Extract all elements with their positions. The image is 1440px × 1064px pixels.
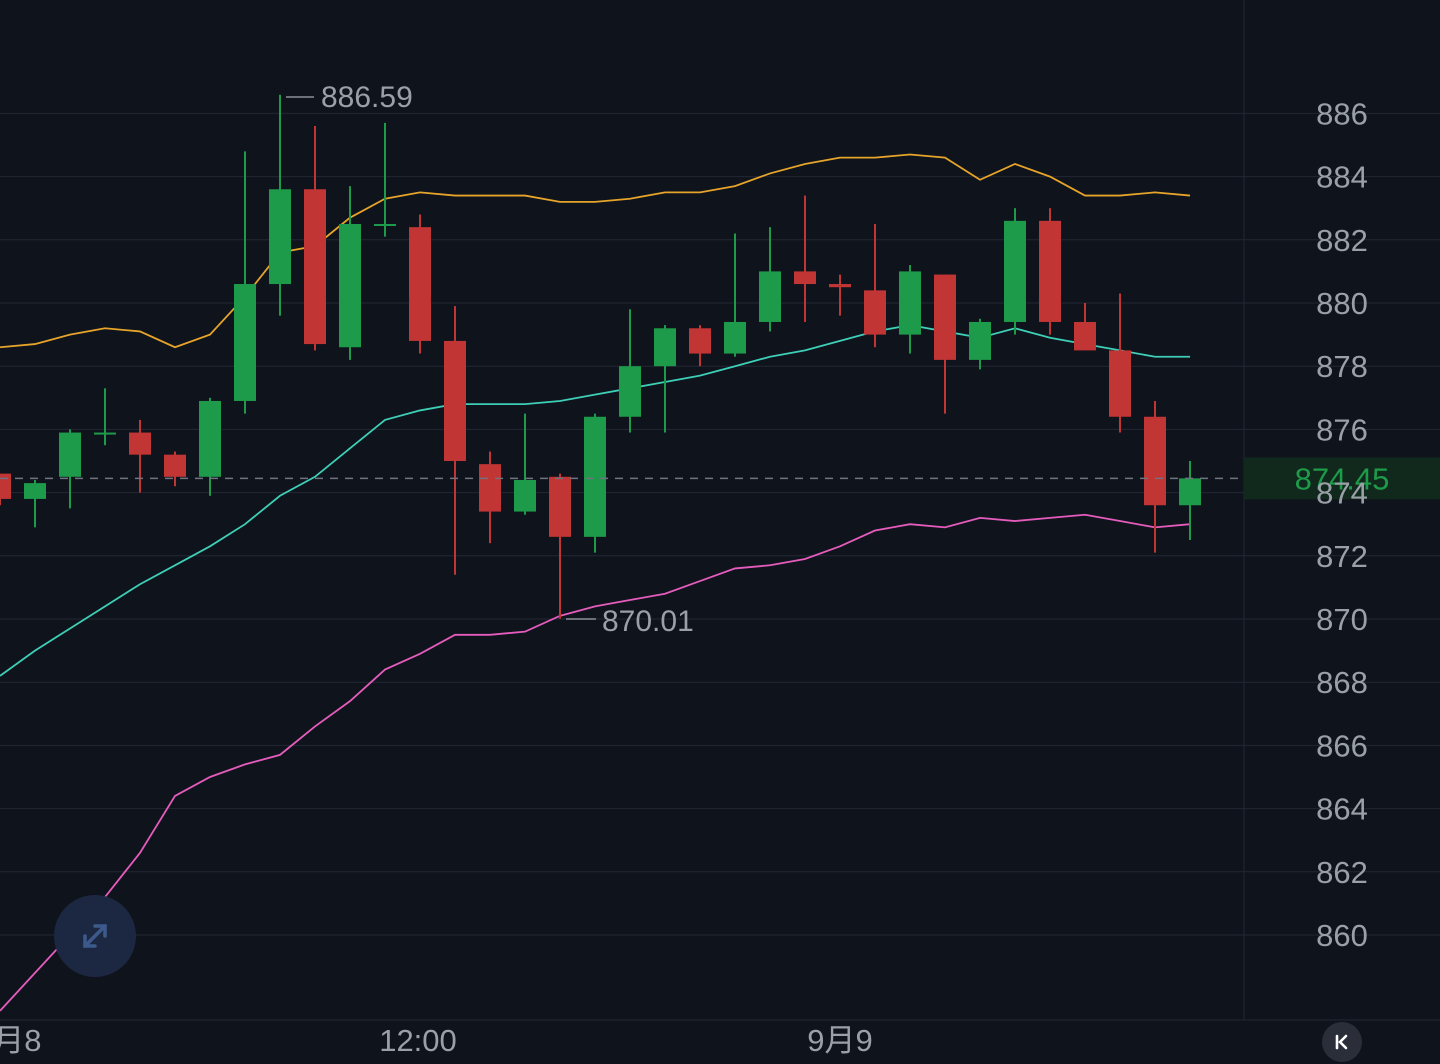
candle-body bbox=[0, 473, 11, 499]
y-tick-label: 884 bbox=[1316, 160, 1368, 195]
candle-body bbox=[234, 284, 256, 401]
candle-body bbox=[1074, 321, 1096, 351]
candle-body bbox=[619, 366, 641, 417]
y-tick-label: 874 bbox=[1316, 476, 1368, 511]
expand-button[interactable] bbox=[54, 895, 136, 977]
expand-arrows-icon bbox=[83, 924, 107, 948]
candle-body bbox=[269, 189, 291, 285]
x-tick-label: 9月9 bbox=[807, 1023, 872, 1058]
candle-body bbox=[1109, 350, 1131, 417]
y-tick-label: 866 bbox=[1316, 728, 1368, 763]
y-tick-label: 876 bbox=[1316, 412, 1368, 447]
candle-body bbox=[59, 432, 81, 477]
candle-body bbox=[444, 340, 466, 461]
extreme-annotations: 886.59 870.01 bbox=[286, 81, 694, 638]
bollinger-bands bbox=[0, 153, 1191, 1012]
y-tick-label: 872 bbox=[1316, 539, 1368, 574]
candle-body bbox=[899, 271, 921, 335]
candle-body bbox=[689, 328, 711, 354]
y-tick-label: 882 bbox=[1316, 223, 1368, 258]
y-tick-label: 864 bbox=[1316, 792, 1368, 827]
candle-body bbox=[864, 290, 886, 335]
candle-body bbox=[829, 284, 851, 288]
y-tick-label: 870 bbox=[1316, 602, 1368, 637]
candle-body bbox=[409, 227, 431, 341]
candle-body bbox=[1039, 220, 1061, 322]
candle-body bbox=[1179, 478, 1201, 506]
candle-body bbox=[24, 483, 46, 499]
scroll-to-latest-icon bbox=[1335, 1034, 1348, 1050]
middle-band-line bbox=[0, 324, 1190, 677]
candle-body bbox=[129, 432, 151, 455]
lower-band-line bbox=[0, 513, 1191, 1012]
candle-body bbox=[479, 464, 501, 512]
candle-body bbox=[374, 224, 396, 226]
candle-body bbox=[794, 271, 816, 285]
candle-body bbox=[514, 479, 536, 512]
min-price-label: 870.01 bbox=[602, 605, 694, 638]
candle-body bbox=[1144, 416, 1166, 506]
candle-body bbox=[304, 189, 326, 345]
y-tick-label: 860 bbox=[1316, 918, 1368, 953]
scroll-to-latest-button[interactable] bbox=[1322, 1022, 1362, 1062]
candle-body bbox=[934, 274, 956, 360]
y-tick-label: 862 bbox=[1316, 855, 1368, 890]
candle-body bbox=[549, 476, 571, 537]
y-axis-labels: 886 884 882 880 878 876 874 872 870 868 866 864 862 8… bbox=[1316, 96, 1368, 953]
candle-body bbox=[164, 454, 186, 477]
candle-body bbox=[339, 224, 361, 348]
candles bbox=[0, 94, 1201, 619]
grid-lines bbox=[0, 112, 1440, 936]
candle-body bbox=[1004, 220, 1026, 322]
max-price-label: 886.59 bbox=[321, 81, 413, 114]
current-price-label: 874.45 bbox=[1295, 461, 1390, 496]
candle-body bbox=[584, 416, 606, 537]
upper-band-line bbox=[0, 153, 1191, 349]
y-tick-label: 878 bbox=[1316, 349, 1368, 384]
y-tick-label: 868 bbox=[1316, 665, 1368, 700]
candle-body bbox=[654, 328, 676, 367]
x-axis-labels: 9月8 12:00 9月9 bbox=[0, 1023, 873, 1058]
current-price-tag-bg bbox=[1244, 457, 1440, 500]
x-tick-label: 9月8 bbox=[0, 1023, 41, 1058]
candle-body bbox=[94, 432, 116, 435]
current-price-line: 874.45 bbox=[0, 457, 1440, 500]
candle-body bbox=[969, 321, 991, 360]
candle-body bbox=[724, 321, 746, 354]
candle-body bbox=[199, 400, 221, 477]
y-tick-label: 886 bbox=[1316, 96, 1368, 131]
y-tick-label: 880 bbox=[1316, 286, 1368, 321]
candle-body bbox=[759, 271, 781, 322]
x-tick-label: 12:00 bbox=[379, 1023, 457, 1058]
